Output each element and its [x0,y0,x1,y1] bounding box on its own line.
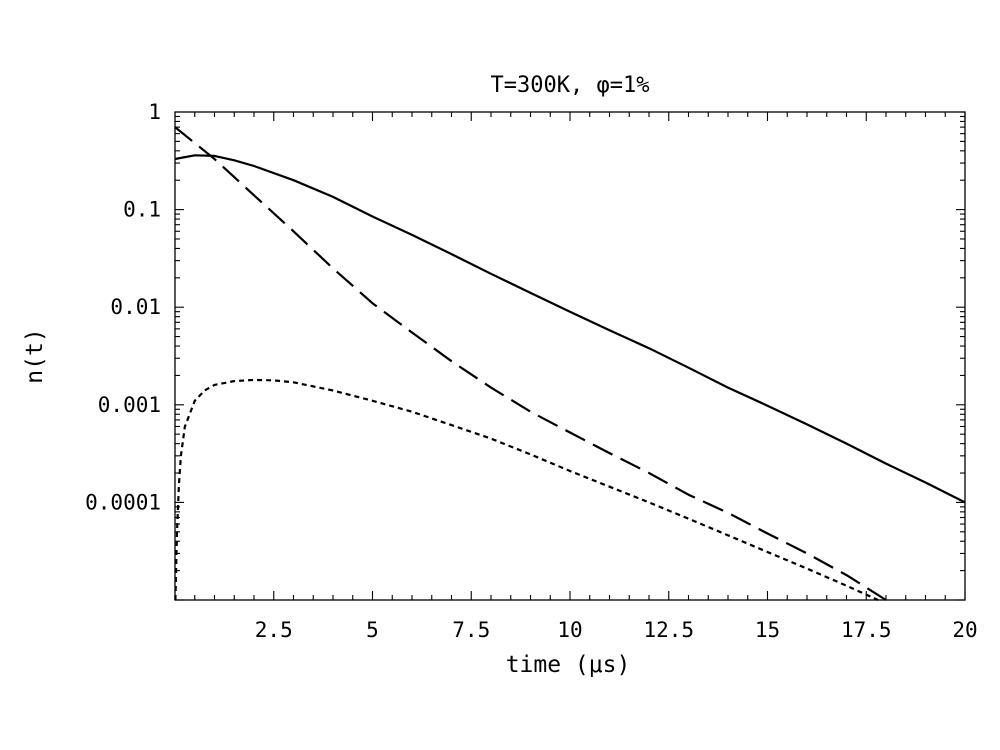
chart-title: T=300K, φ=1% [491,73,650,98]
series-line-3 [174,378,879,602]
x-tick-label: 17.5 [841,618,892,642]
y-axis-ticks: 0.0001 0.001 0.01 0.1 1 [85,100,965,601]
x-tick-label: 7.5 [452,618,490,642]
y-tick-label: 1 [148,100,161,124]
plot-frame [174,111,966,601]
y-tick-label: 0.0001 [85,490,161,514]
x-tick-label: 10 [557,618,582,642]
y-axis-label: n(t) [22,328,48,383]
series-line-2 [174,126,887,601]
series-line-1 [174,154,966,504]
y-tick-label: 0.01 [110,295,161,319]
x-tick-label: 20 [952,618,977,642]
y-tick-label: 0.1 [123,198,161,222]
x-tick-label: 2.5 [255,618,293,642]
x-tick-label: 5 [366,618,379,642]
series-layer [174,126,966,602]
x-tick-label: 12.5 [643,618,694,642]
y-tick-label: 0.001 [98,393,161,417]
x-tick-label: 15 [755,618,780,642]
x-axis-label: time (μs) [506,652,631,678]
x-axis-ticks: 2.5 5 7.5 10 12.5 15 17.5 20 [194,112,978,642]
